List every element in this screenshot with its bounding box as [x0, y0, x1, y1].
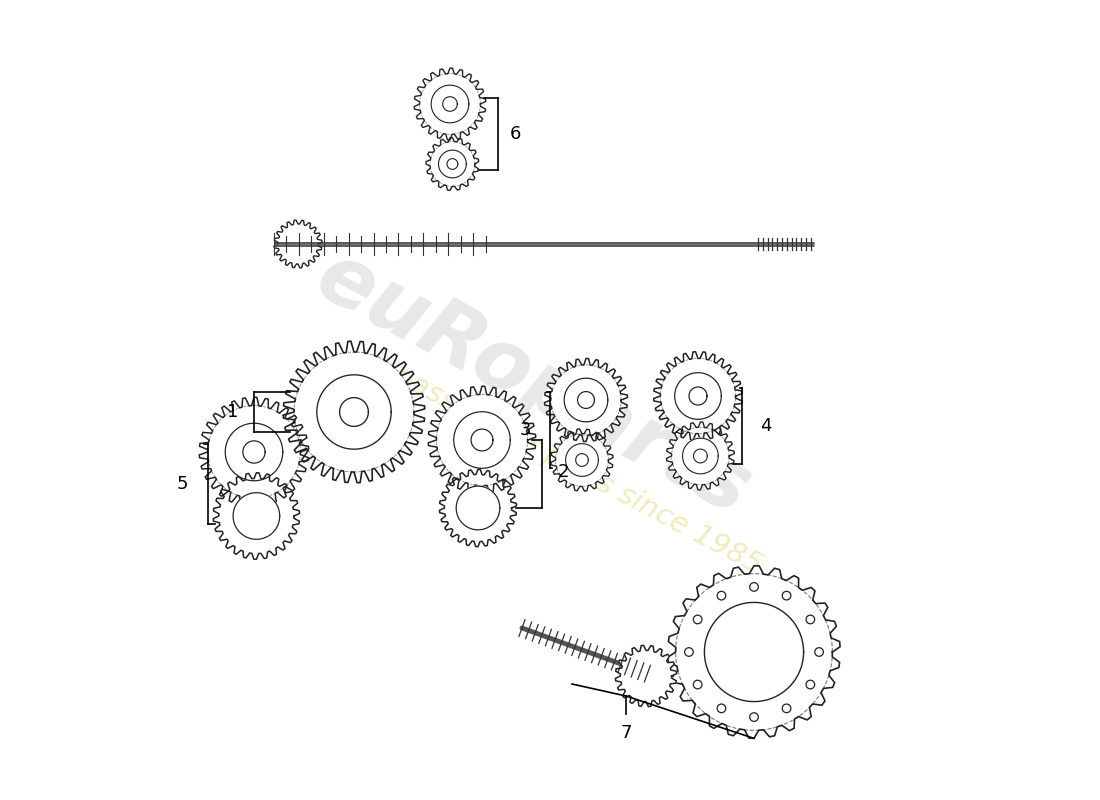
- Text: 3: 3: [520, 422, 531, 439]
- Polygon shape: [615, 646, 676, 706]
- Polygon shape: [439, 150, 466, 178]
- Polygon shape: [704, 602, 804, 702]
- Polygon shape: [340, 398, 368, 426]
- Polygon shape: [693, 449, 707, 463]
- Text: 2: 2: [558, 463, 570, 481]
- Text: a passion for parts since 1985: a passion for parts since 1985: [365, 348, 767, 580]
- Polygon shape: [213, 473, 299, 559]
- Polygon shape: [426, 138, 478, 190]
- Polygon shape: [226, 423, 283, 481]
- Polygon shape: [674, 373, 722, 419]
- Polygon shape: [415, 68, 486, 140]
- Polygon shape: [453, 412, 510, 468]
- Polygon shape: [284, 342, 425, 482]
- Text: euRoparts: euRoparts: [304, 236, 764, 532]
- Text: 4: 4: [760, 417, 771, 434]
- Text: 7: 7: [620, 724, 631, 742]
- Polygon shape: [682, 438, 718, 474]
- Polygon shape: [471, 429, 493, 451]
- Text: 6: 6: [510, 126, 521, 143]
- Polygon shape: [442, 97, 458, 111]
- Polygon shape: [575, 454, 589, 466]
- Polygon shape: [578, 391, 594, 409]
- Polygon shape: [456, 486, 499, 530]
- Polygon shape: [564, 378, 608, 422]
- Polygon shape: [551, 429, 613, 491]
- Polygon shape: [668, 566, 840, 738]
- Polygon shape: [233, 493, 279, 539]
- Polygon shape: [428, 386, 536, 494]
- Polygon shape: [667, 422, 735, 490]
- Polygon shape: [447, 158, 458, 170]
- Polygon shape: [439, 470, 517, 546]
- Text: 5: 5: [177, 475, 188, 493]
- Polygon shape: [565, 444, 598, 476]
- Polygon shape: [243, 441, 265, 463]
- Polygon shape: [199, 398, 309, 506]
- Polygon shape: [274, 220, 322, 268]
- Text: 1: 1: [227, 403, 238, 421]
- Polygon shape: [544, 358, 627, 442]
- Polygon shape: [431, 85, 469, 123]
- Polygon shape: [689, 387, 707, 405]
- Polygon shape: [653, 352, 742, 440]
- Polygon shape: [317, 375, 392, 449]
